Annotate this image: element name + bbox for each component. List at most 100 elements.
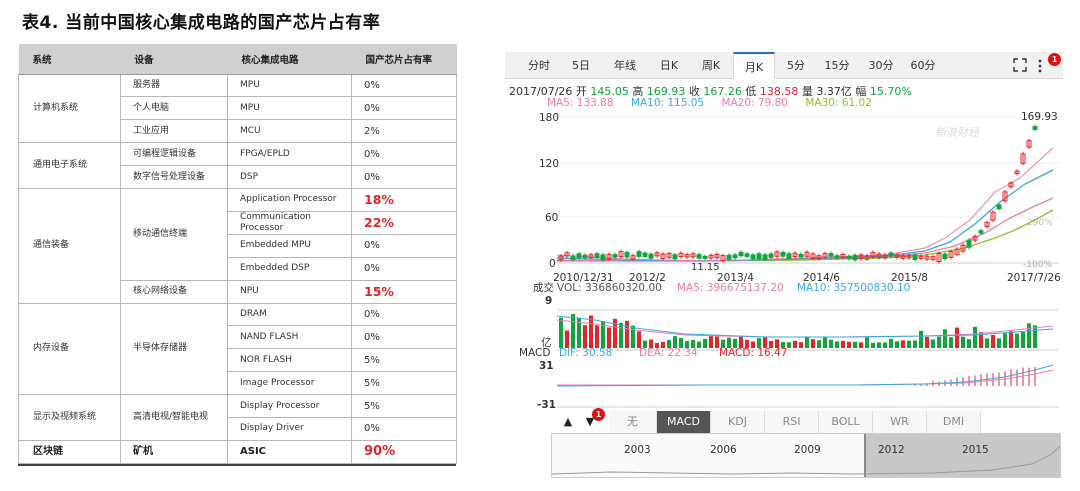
tab-15min[interactable]: 15分 (824, 59, 850, 72)
table-row: 通信装备 移动通信终端 Application Processor 18% (18, 187, 457, 304)
table-row: NOR FLASH 5% (19, 348, 457, 373)
table-row: 显示及视频系统 高清电视/智能电视 Display Processor 5% (18, 394, 457, 441)
fullscreen-icon[interactable] (1013, 58, 1027, 72)
volume-bar (943, 329, 947, 348)
share-cell: 0% (351, 325, 457, 350)
volume-bar (745, 339, 749, 348)
device-cell: 服务器 (120, 73, 228, 98)
x-tick: 2014/6 (803, 272, 840, 284)
table-row: Embedded DSP 0% (19, 256, 457, 281)
table-row: NAND FLASH 0% (19, 325, 457, 350)
tab-monthly-k[interactable]: 月K (733, 52, 775, 79)
share-cell: 90% (351, 439, 457, 464)
indicator-tab-wr[interactable]: WR (873, 411, 927, 433)
volume-bar (643, 340, 647, 348)
indicator-tab-rsi[interactable]: RSI (765, 411, 819, 433)
share-cell: 5% (351, 394, 457, 418)
volume-bar (961, 336, 965, 348)
tab-5day[interactable]: 5日 (572, 59, 590, 72)
nav-year: 2012 (878, 444, 905, 456)
volume-bar (931, 339, 935, 348)
volume-bar (853, 341, 857, 348)
nav-year: 2009 (794, 444, 821, 456)
stock-chart-widget: 分时 5日 年线 日K 周K 月K 5分 15分 30分 60分 1 2017/… (505, 52, 1063, 484)
x-tick: 2012/2 (629, 272, 666, 284)
system-cell: 内存设备 (18, 302, 121, 396)
volume-bar (655, 342, 659, 348)
info-high: 169.93 (646, 85, 686, 98)
timeline-navigator[interactable]: 2003 2006 2009 2012 2015 (551, 433, 1061, 478)
macd-bar (992, 373, 994, 386)
indicator-tab-none[interactable]: 无 (609, 411, 657, 433)
device-cell: 高清电视/智能电视 (120, 394, 228, 441)
volume-bar (613, 318, 617, 348)
ic-cell: Embedded MPU (227, 233, 352, 258)
ma5-label: MA5: 133.88 (547, 97, 614, 109)
tab-5min[interactable]: 5分 (787, 59, 805, 72)
info-chg: 15.70% (869, 85, 912, 98)
tab-daily-k[interactable]: 日K (659, 59, 679, 72)
volume-bar (733, 338, 737, 348)
x-tick: 2013/4 (717, 272, 754, 284)
ic-cell: MCU (227, 119, 352, 144)
macd-dif: DIF: 30.58 (559, 347, 612, 359)
ma10-label: MA10: 115.05 (630, 97, 705, 109)
tab-weekly-k[interactable]: 周K (701, 59, 721, 72)
tab-30min[interactable]: 30分 (868, 59, 894, 72)
share-cell: 22% (351, 210, 457, 235)
device-cell: 移动通信终端 (120, 187, 228, 281)
indicator-tab-bar: ▲ ▼ 1 无 MACD KDJ RSI BOLL WR DMI (557, 408, 1061, 433)
system-cell: 计算机系统 (18, 73, 121, 144)
table-row: Communication Processor 22% (19, 210, 457, 235)
indicator-tab-boll[interactable]: BOLL (819, 411, 873, 433)
device-cell: 核心网络设备 (120, 279, 228, 304)
ic-cell: Display Driver (227, 416, 352, 441)
navigator-selection[interactable] (864, 434, 1060, 477)
volume-bar (805, 337, 809, 348)
device-cell: 可编程逻辑设备 (120, 142, 228, 167)
table-row: 计算机系统 服务器 MPU 0% (18, 73, 457, 144)
volume-bar (877, 342, 881, 348)
collapse-up-icon[interactable]: ▲ (557, 411, 579, 433)
volume-bar (1033, 325, 1037, 348)
min-price-label: 11.15 (691, 262, 720, 273)
volume-bar (859, 342, 863, 348)
volume-bar (625, 320, 629, 348)
pct-tick: 290% (1027, 218, 1053, 228)
volume-bar (661, 341, 665, 348)
volume-bar (973, 326, 977, 348)
tab-60min[interactable]: 60分 (910, 59, 936, 72)
ma20-label: MA20: 79.80 (721, 97, 788, 109)
tab-timeshare[interactable]: 分时 (528, 59, 550, 72)
more-icon[interactable] (1037, 58, 1043, 74)
volume-bar (955, 327, 959, 348)
ma10-line (556, 169, 1054, 262)
volume-bar (691, 340, 695, 348)
volume-bar (679, 337, 683, 348)
navigator-sparkline (552, 445, 1061, 475)
ic-cell: Display Processor (227, 394, 352, 418)
header-system: 系统 (18, 44, 121, 75)
indicator-tab-dmi[interactable]: DMI (927, 411, 981, 433)
volume-bar (757, 338, 761, 348)
ohlc-info-line: 2017/07/26 开 145.05 高 169.93 收 167.26 低 … (509, 83, 912, 99)
volume-bar (601, 321, 605, 348)
macd-bar (1016, 369, 1018, 386)
indicator-tab-macd[interactable]: MACD (657, 411, 711, 433)
ic-cell: NAND FLASH (227, 325, 352, 350)
volume-ma10: MA10: 357500830.10 (797, 282, 910, 294)
table-row: Embedded MPU 0% (19, 233, 457, 258)
header-share: 国产芯片占有率 (351, 44, 457, 75)
ic-cell: Communication Processor (227, 210, 352, 235)
volume-bar (673, 336, 677, 348)
device-cell: 半导体存储器 (120, 302, 228, 396)
volume-bar (721, 339, 725, 348)
volume-bar (739, 336, 743, 348)
volume-bar (559, 317, 563, 348)
tab-yearly[interactable]: 年线 (614, 59, 636, 72)
volume-bar (979, 332, 983, 348)
info-chg-label: 幅 (855, 85, 867, 98)
indicator-tab-kdj[interactable]: KDJ (711, 411, 765, 433)
info-open-label: 开 (575, 85, 587, 98)
share-cell: 2% (351, 119, 457, 144)
